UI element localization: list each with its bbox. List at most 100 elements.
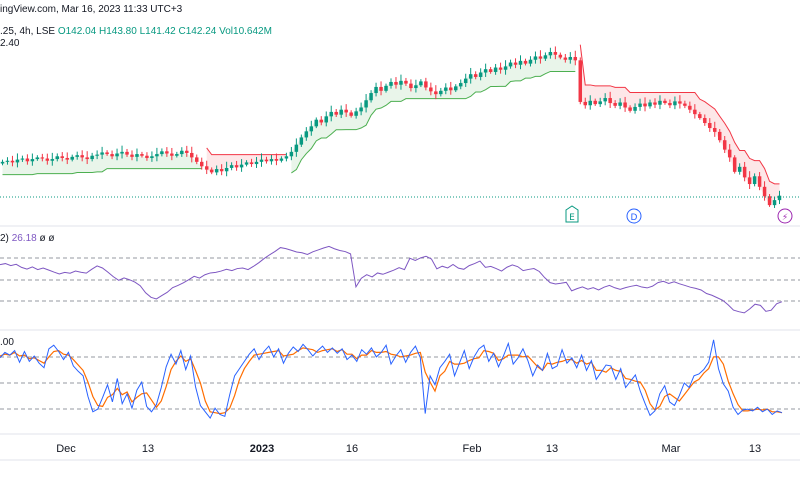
candle-body	[90, 155, 94, 160]
candle-body	[623, 102, 627, 108]
candle-body	[468, 74, 473, 79]
candle-body	[259, 159, 264, 162]
rsi-extra: ø ø	[39, 233, 55, 244]
candle-body	[40, 157, 45, 159]
candle-body	[100, 152, 104, 155]
candle-body	[209, 169, 214, 173]
candle-body	[249, 162, 254, 165]
candle-body	[633, 106, 637, 111]
candle-body	[643, 103, 647, 107]
candle-body	[254, 161, 259, 165]
candle-body	[155, 154, 159, 157]
candle-body	[165, 151, 169, 154]
time-axis[interactable]: Dec 13 2023 16 Feb 13 Mar 13	[56, 443, 761, 455]
symbol-legend: .25, 4h, LSE O142.04 H143.80 L141.42 C14…	[0, 26, 272, 37]
high-value: H143.80	[98, 26, 137, 37]
price-pane[interactable]	[0, 44, 800, 208]
candle-body	[324, 116, 328, 123]
candle-body	[429, 87, 433, 92]
candle-body	[583, 101, 587, 106]
x-tick-label: Mar	[662, 443, 681, 455]
candle-body	[722, 140, 727, 150]
x-tick-label: 16	[346, 443, 358, 455]
candle-body	[115, 153, 119, 157]
candle-body	[717, 131, 722, 141]
candle-body	[588, 100, 592, 106]
candle-body	[170, 153, 174, 156]
supertrend-fill-up	[291, 51, 576, 173]
candle-body	[673, 101, 677, 106]
candle-body	[5, 160, 10, 162]
supertrend-down-segment	[579, 44, 780, 185]
candle-body	[454, 86, 458, 91]
x-tick-label: Feb	[463, 443, 482, 455]
candle-body	[294, 144, 299, 152]
candle-body	[449, 87, 453, 91]
candle-body	[65, 157, 69, 160]
close-value: C142.24	[178, 26, 217, 37]
candle-body	[752, 176, 757, 185]
supertrend-fill	[2, 44, 780, 206]
candle-body	[777, 195, 782, 201]
candle-body	[15, 159, 20, 163]
candle-body	[384, 85, 388, 91]
candle-body	[304, 131, 309, 138]
candle-body	[314, 119, 319, 127]
candle-body	[279, 158, 284, 161]
stoch-d-line	[0, 347, 783, 415]
candle-body	[439, 90, 443, 95]
candle-body	[703, 118, 707, 124]
x-tick-label: 2023	[250, 443, 274, 455]
candle-body	[543, 55, 548, 59]
candle-body	[20, 158, 25, 160]
candle-body	[747, 177, 752, 185]
supertrend-line	[2, 44, 780, 185]
rsi-pane[interactable]	[0, 245, 800, 314]
candle-body	[229, 165, 234, 168]
stoch-pane[interactable]	[0, 339, 800, 420]
candle-body	[444, 87, 448, 91]
candle-body	[269, 159, 274, 162]
candle-body	[25, 158, 30, 162]
candles	[0, 46, 782, 208]
low-value: L141.42	[139, 26, 176, 37]
source-line: ingView.com, Mar 16, 2023 11:33 UTC+3	[0, 4, 183, 15]
candle-body	[727, 149, 732, 158]
candle-body	[135, 154, 139, 157]
candle-body	[478, 72, 483, 77]
candle-body	[688, 105, 692, 110]
candle-body	[608, 98, 612, 104]
candle-body	[483, 69, 488, 73]
candle-body	[563, 57, 568, 60]
candle-body	[658, 100, 662, 105]
candle-body	[214, 169, 219, 173]
candle-body	[349, 112, 353, 116]
stoch-k-line	[0, 339, 783, 420]
candle-body	[344, 109, 348, 113]
candle-body	[319, 119, 324, 123]
candle-body	[264, 159, 269, 162]
candle-body	[389, 81, 393, 86]
candle-body	[518, 60, 523, 65]
candle-body	[55, 156, 60, 160]
candle-body	[150, 156, 154, 158]
candle-body	[419, 81, 423, 86]
candle-body	[399, 80, 403, 85]
candle-body	[35, 157, 40, 160]
candle-body	[513, 62, 518, 65]
candle-body	[299, 137, 304, 145]
candle-body	[772, 200, 777, 206]
candle-body	[628, 107, 632, 111]
candle-body	[145, 155, 149, 158]
candle-body	[239, 164, 244, 168]
candle-body	[85, 157, 89, 160]
candle-body	[234, 165, 239, 168]
earnings-event-letter: E	[569, 213, 575, 223]
candle-body	[224, 167, 229, 172]
candle-body	[364, 100, 368, 108]
candle-body	[503, 66, 508, 70]
candle-body	[120, 151, 124, 154]
candle-body	[757, 176, 762, 187]
candle-body	[638, 103, 642, 107]
